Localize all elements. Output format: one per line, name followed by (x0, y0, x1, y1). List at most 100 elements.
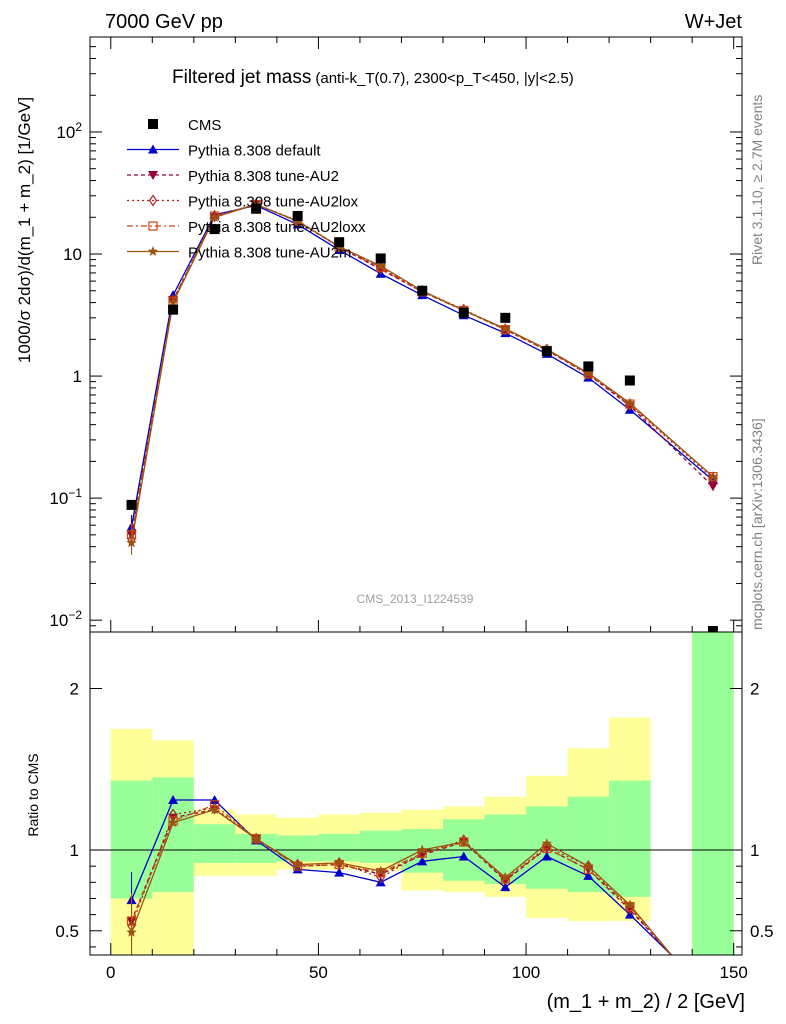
ratio-point (292, 859, 303, 869)
legend-item: Pythia 8.308 tune-AU2 (127, 168, 339, 185)
legend-label: Pythia 8.308 default (188, 143, 321, 160)
chart-title-text: Filtered jet mass (172, 67, 311, 88)
rivet-label: Rivet 3.1.10, ≥ 2.7M events (749, 95, 765, 265)
ratio-point (376, 871, 385, 884)
data-point (458, 307, 469, 318)
legend-item: Pythia 8.308 default (127, 143, 321, 160)
mcplots-label: mcplots.cern.ch [arXiv:1306.3436] (749, 418, 765, 630)
legend-label: Pythia 8.308 tune-AU2 (188, 168, 339, 185)
data-point (251, 203, 262, 214)
legend-marker (148, 171, 158, 180)
legend-item: Pythia 8.308 tune-AU2m (127, 245, 351, 262)
data-point (375, 253, 386, 264)
uncertainty-band-inner (359, 830, 402, 863)
uncertainty-band-inner (276, 835, 319, 862)
series-point (167, 297, 179, 307)
x-tick-label: 150 (720, 963, 748, 982)
y-tick-label-main: 10−2 (49, 608, 82, 630)
series-line (130, 204, 714, 528)
process-label: W+Jet (685, 11, 743, 33)
series-point (375, 260, 386, 271)
ratio-point (500, 876, 511, 886)
ratio-point (250, 833, 262, 844)
series-point (210, 209, 219, 223)
ratio-point (458, 836, 469, 847)
x-tick-label: 50 (309, 963, 328, 982)
x-tick-label: 100 (512, 963, 540, 982)
watermark: CMS_2013_I1224539 (357, 592, 474, 606)
ratio-line (130, 799, 672, 956)
data-point (209, 224, 220, 235)
data-point (500, 312, 511, 323)
uncertainty-band-inner (318, 833, 360, 862)
data-point (334, 237, 345, 248)
y-tick-label-ratio-right: 0.5 (750, 922, 774, 941)
ratio-point (209, 794, 220, 804)
ratio-point (334, 867, 345, 877)
ratio-point (541, 851, 552, 861)
ratio-point (624, 899, 636, 910)
ratio-plot-frame (89, 631, 743, 956)
data-point (707, 626, 718, 636)
legend-label: Pythia 8.308 tune-AU2loxx (188, 219, 366, 236)
uncertainty-band-inner (609, 780, 651, 897)
series-point (500, 323, 511, 333)
ratio-point (583, 870, 594, 880)
series-point (707, 482, 718, 492)
legend-marker (148, 144, 158, 154)
ratio-point (168, 794, 179, 804)
legend-label: Pythia 8.308 tune-AU2lox (188, 194, 359, 211)
ratio-point (500, 872, 511, 882)
ratio-point (417, 844, 428, 855)
ratio-point (541, 838, 552, 848)
chart-subtitle: (anti-k_T(0.7), 2300<p_T<450, |y|<2.5) (315, 70, 573, 87)
ratio-point (167, 817, 179, 827)
data-point (541, 346, 552, 357)
ratio-point (583, 860, 594, 871)
x-tick-label: 0 (106, 963, 115, 982)
data-point (417, 285, 428, 296)
y-tick-label-ratio: 0.5 (55, 922, 79, 941)
legend-marker (148, 119, 158, 129)
legend-marker (148, 194, 158, 207)
data-point (583, 361, 594, 372)
series-line (130, 203, 714, 536)
y-tick-label-main: 10−1 (49, 486, 82, 508)
y-tick-label-ratio: 2 (70, 680, 79, 699)
ratio-point (500, 882, 511, 892)
series-point (707, 471, 719, 482)
series-line (130, 203, 714, 544)
ratio-point (375, 865, 386, 876)
series-point (209, 211, 220, 222)
legend-label: Pythia 8.308 tune-AU2m (188, 245, 351, 262)
series-point (707, 475, 718, 485)
main-panel: 1000/σ 2dσ)/d(m_1 + m_2) [1/GeV] Filtere… (15, 36, 743, 636)
ratio-line (130, 804, 672, 956)
series-point (583, 367, 594, 378)
series-point (624, 397, 636, 408)
energy-label: 7000 GeV pp (105, 11, 223, 33)
data-point (292, 210, 303, 221)
ratio-panel: Ratio to CMS 0.5 0.5 1 1 2 2 0 50 100 150 (m_1 + … (25, 631, 774, 1013)
ratio-point (417, 856, 428, 866)
legend-label: CMS (188, 117, 221, 134)
legend-item: CMS (148, 117, 221, 134)
data-point (126, 499, 137, 510)
y-tick-label-main: 102 (56, 120, 82, 142)
data-point (624, 375, 635, 386)
y-axis-label-main: 1000/σ 2dσ)/d(m_1 + m_2) [1/GeV] (15, 97, 34, 363)
ratio-point (459, 834, 468, 847)
data-point (168, 304, 179, 315)
x-axis-label: (m_1 + m_2) / 2 [GeV] (547, 991, 745, 1013)
ratio-line (130, 808, 672, 956)
legend-item: Pythia 8.308 tune-AU2loxx (127, 219, 366, 236)
ratio-series-4 (126, 804, 672, 956)
legend-marker (148, 221, 158, 231)
y-tick-label-ratio-right: 2 (750, 680, 759, 699)
ratio-point (209, 804, 220, 815)
y-tick-label-ratio: 1 (70, 841, 79, 860)
ratio-point (333, 857, 345, 868)
y-tick-label-ratio-right: 1 (750, 841, 759, 860)
ratio-point (458, 851, 469, 861)
